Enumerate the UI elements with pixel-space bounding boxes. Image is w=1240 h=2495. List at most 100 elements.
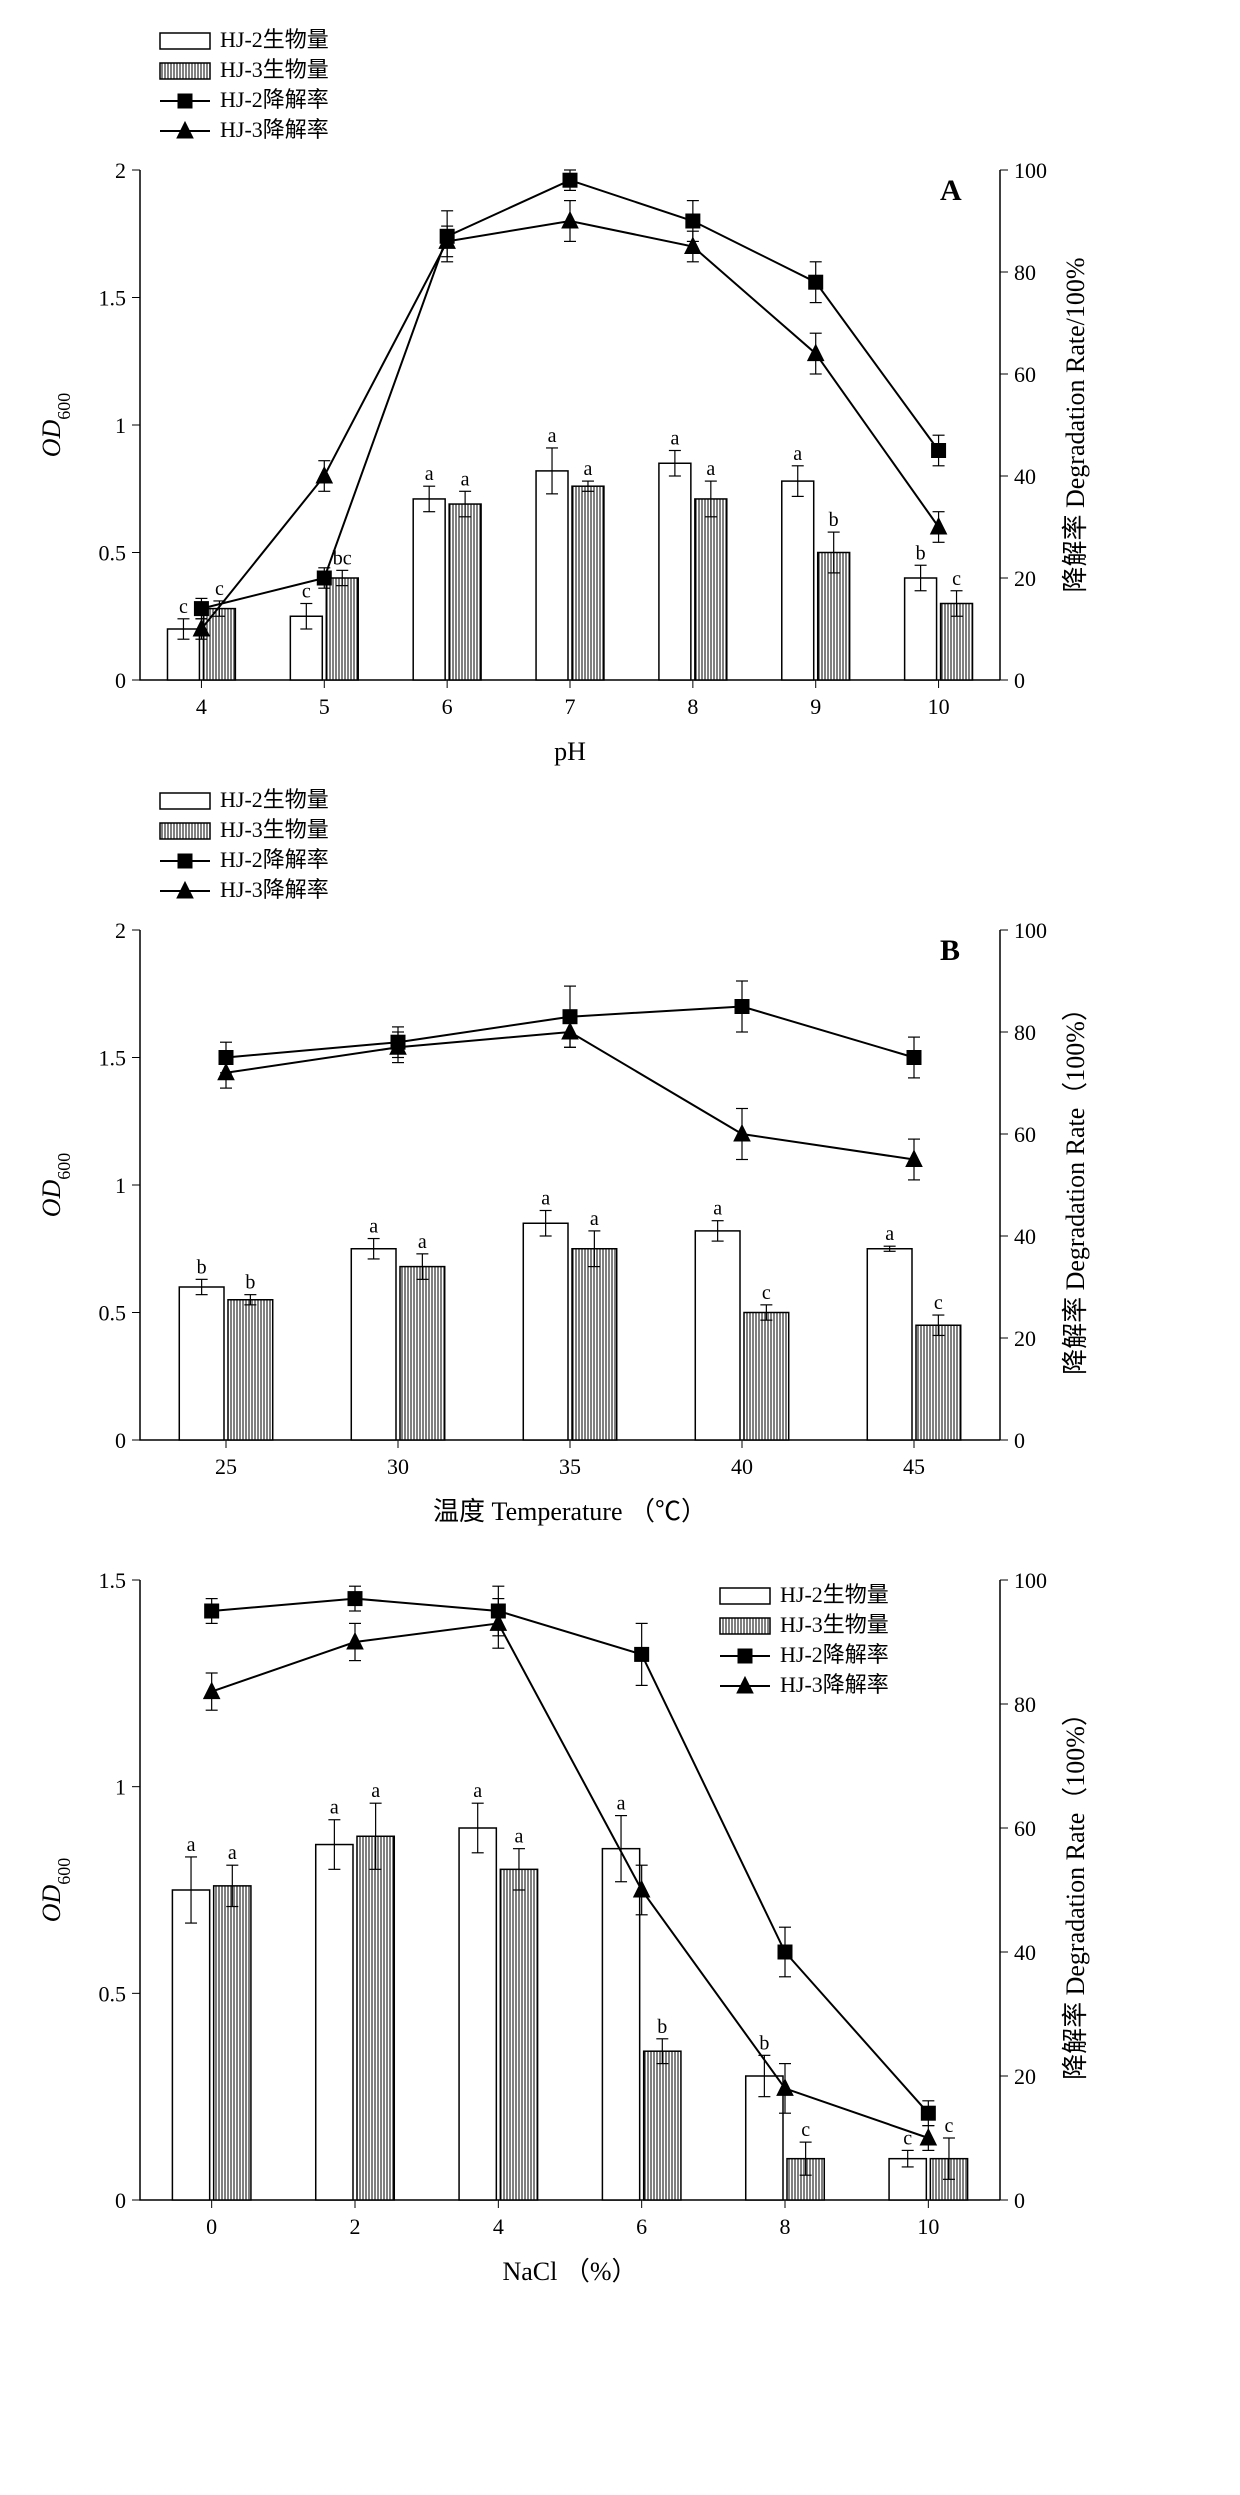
- bar-hj3: [500, 1869, 537, 2200]
- legend-item: HJ-3降解率: [220, 117, 329, 142]
- svg-text:0: 0: [1014, 668, 1025, 693]
- svg-text:c: c: [952, 568, 961, 590]
- bar-hj2: [351, 1249, 396, 1440]
- svg-text:20: 20: [1014, 566, 1036, 591]
- svg-text:60: 60: [1014, 362, 1036, 387]
- legend-item: HJ-3生物量: [220, 57, 329, 82]
- bar-hj3: [228, 1300, 273, 1440]
- svg-text:25: 25: [215, 1454, 237, 1479]
- chart-b: 00.511.520204060801002530354045bbaaaaaca…: [20, 780, 1120, 1540]
- svg-text:80: 80: [1014, 1020, 1036, 1045]
- svg-text:0.5: 0.5: [99, 1301, 127, 1326]
- svg-text:a: a: [617, 1793, 626, 1815]
- svg-text:5: 5: [319, 694, 330, 719]
- svg-text:c: c: [934, 1292, 943, 1314]
- svg-text:2: 2: [115, 158, 126, 183]
- svg-text:a: a: [369, 1216, 378, 1238]
- bar-hj3: [572, 486, 604, 680]
- svg-text:1.5: 1.5: [99, 1046, 127, 1071]
- svg-text:a: a: [371, 1780, 380, 1802]
- legend-item: HJ-2生物量: [780, 1582, 889, 1607]
- xlabel: pH: [554, 737, 586, 766]
- legend-item: HJ-2降解率: [780, 1642, 889, 1667]
- bar-hj2: [179, 1287, 224, 1440]
- bar-hj3: [400, 1267, 445, 1440]
- bar-hj2: [523, 1223, 568, 1440]
- svg-text:c: c: [215, 578, 224, 600]
- svg-text:1: 1: [115, 1173, 126, 1198]
- chart-a: 00.511.5202040608010045678910cccbcaaaaaa…: [20, 20, 1120, 780]
- svg-text:2: 2: [115, 918, 126, 943]
- svg-text:c: c: [945, 2115, 954, 2137]
- legend-item: HJ-3降解率: [780, 1672, 889, 1697]
- ylabel-right: 降解率 Degradation Rate（100%）: [1061, 1700, 1090, 2080]
- svg-text:0: 0: [1014, 1428, 1025, 1453]
- svg-text:0: 0: [1014, 2188, 1025, 2213]
- svg-text:a: a: [590, 1208, 599, 1230]
- svg-text:0: 0: [206, 2214, 217, 2239]
- svg-text:b: b: [759, 2032, 769, 2054]
- svg-text:80: 80: [1014, 1692, 1036, 1717]
- svg-text:60: 60: [1014, 1816, 1036, 1841]
- svg-text:a: a: [793, 443, 802, 465]
- svg-text:a: a: [187, 1834, 196, 1856]
- svg-text:35: 35: [559, 1454, 581, 1479]
- legend-item: HJ-3生物量: [220, 817, 329, 842]
- svg-text:7: 7: [565, 694, 576, 719]
- svg-text:a: a: [228, 1842, 237, 1864]
- legend-item: HJ-3降解率: [220, 877, 329, 902]
- panel-letter: A: [940, 174, 962, 207]
- bar-hj2: [413, 499, 445, 680]
- bar-hj2: [536, 471, 568, 680]
- svg-text:bc: bc: [333, 547, 352, 569]
- svg-text:1: 1: [115, 413, 126, 438]
- svg-text:c: c: [762, 1282, 771, 1304]
- svg-text:b: b: [916, 542, 926, 564]
- bar-hj3: [744, 1313, 789, 1441]
- svg-text:45: 45: [903, 1454, 925, 1479]
- bar-hj2: [905, 578, 937, 680]
- ylabel-left: OD600: [37, 393, 74, 458]
- svg-text:40: 40: [1014, 464, 1036, 489]
- bar-hj3: [916, 1325, 961, 1440]
- svg-text:1.5: 1.5: [99, 286, 127, 311]
- ylabel-right: 降解率 Degradation Rate（100%）: [1061, 995, 1090, 1375]
- svg-text:9: 9: [810, 694, 821, 719]
- legend-item: HJ-2降解率: [220, 87, 329, 112]
- ylabel-right: 降解率 Degradation Rate/100%: [1061, 257, 1090, 592]
- svg-text:2: 2: [350, 2214, 361, 2239]
- xlabel: 温度 Temperature （℃）: [433, 1497, 707, 1526]
- bar-hj2: [172, 1890, 209, 2200]
- bar-hj2: [867, 1249, 912, 1440]
- svg-text:b: b: [829, 509, 839, 531]
- svg-text:0.5: 0.5: [99, 1981, 127, 2006]
- legend-item: HJ-2生物量: [220, 27, 329, 52]
- svg-text:40: 40: [1014, 1940, 1036, 1965]
- svg-text:8: 8: [780, 2214, 791, 2239]
- svg-text:0: 0: [115, 2188, 126, 2213]
- bar-hj3: [644, 2051, 681, 2200]
- bar-hj2: [695, 1231, 740, 1440]
- svg-text:a: a: [706, 458, 715, 480]
- svg-text:30: 30: [387, 1454, 409, 1479]
- svg-text:20: 20: [1014, 1326, 1036, 1351]
- bar-hj2: [459, 1828, 496, 2200]
- xlabel: NaCl （%）: [502, 2257, 637, 2286]
- bar-hj2: [782, 481, 814, 680]
- svg-text:a: a: [713, 1198, 722, 1220]
- svg-text:a: a: [670, 428, 679, 450]
- svg-text:8: 8: [687, 694, 698, 719]
- ylabel-left: OD600: [37, 1153, 74, 1218]
- svg-text:c: c: [179, 596, 188, 618]
- bar-hj2: [659, 463, 691, 680]
- svg-text:a: a: [418, 1231, 427, 1253]
- svg-text:0: 0: [115, 668, 126, 693]
- svg-text:a: a: [515, 1826, 524, 1848]
- svg-text:a: a: [461, 468, 470, 490]
- bar-hj3: [326, 578, 358, 680]
- svg-text:0: 0: [115, 1428, 126, 1453]
- bar-hj3: [449, 504, 481, 680]
- svg-text:c: c: [801, 2119, 810, 2141]
- svg-text:10: 10: [917, 2214, 939, 2239]
- svg-text:100: 100: [1014, 918, 1047, 943]
